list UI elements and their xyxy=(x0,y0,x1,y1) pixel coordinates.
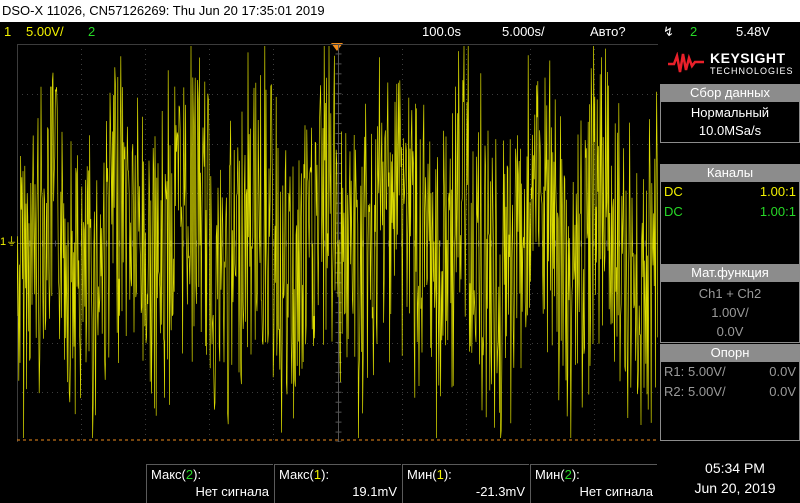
measurement-label: Макс(2): xyxy=(151,467,202,482)
channel-1-row[interactable]: DC 1.00:1 xyxy=(664,184,798,199)
ch2-probe-ratio: 1.00:1 xyxy=(759,204,796,219)
ch1-waveform-trace xyxy=(17,45,658,439)
channel-2-row[interactable]: DC 1.00:1 xyxy=(664,204,798,219)
waveform-graticule xyxy=(17,44,658,442)
trigger-level[interactable]: 5.48V xyxy=(736,24,770,39)
measurement-label: Макс(1): xyxy=(279,467,330,482)
ch1-scale[interactable]: 5.00V/ xyxy=(26,24,64,39)
math-offset: 0.0V xyxy=(716,324,744,339)
ch2-coupling: DC xyxy=(664,204,683,219)
channels-panel: DC 1.00:1 DC 1.00:1 xyxy=(660,182,800,265)
measurement-min-ch2[interactable]: Мин(2): Нет сигнала xyxy=(530,464,657,503)
ref-r1-row[interactable]: R1: 5.00V/ 0.0V xyxy=(664,364,798,379)
trigger-mode[interactable]: Авто? xyxy=(590,24,626,39)
side-panel: KEYSIGHT TECHNOLOGIES Сбор данных Нормал… xyxy=(660,44,800,442)
measurement-value: Нет сигнала xyxy=(579,484,653,499)
ch1-coupling: DC xyxy=(664,184,683,199)
keysight-wave-icon xyxy=(668,52,704,73)
acquisition-panel: Нормальный 10.0MSa/s xyxy=(660,102,800,143)
ch1-ground-marker[interactable]: 1⏚ xyxy=(0,236,18,248)
trigger-source[interactable]: 2 xyxy=(690,24,698,39)
math-scale: 1.00V/ xyxy=(711,305,749,320)
logo-subtitle: TECHNOLOGIES xyxy=(710,66,794,76)
window-title: DSO-X 11026, CN57126269: Thu Jun 20 17:3… xyxy=(0,0,800,22)
reference-header[interactable]: Опорн xyxy=(660,344,800,362)
measurement-min-ch1[interactable]: Мин(1): -21.3mV xyxy=(402,464,529,503)
timebase-scale[interactable]: 5.000s/ xyxy=(502,24,545,39)
math-header[interactable]: Мат.функция xyxy=(660,264,800,282)
trigger-position-marker[interactable] xyxy=(331,43,343,51)
measurement-value: Нет сигнала xyxy=(195,484,269,499)
clock: 05:34 PM Jun 20, 2019 xyxy=(680,458,790,498)
reference-panel: R1: 5.00V/ 0.0V R2: 5.00V/ 0.0V xyxy=(660,362,800,441)
ref-r2-offset: 0.0V xyxy=(769,384,796,399)
measurement-label: Мин(1): xyxy=(407,467,452,482)
ref-r2-scale: 5.00V/ xyxy=(688,384,726,399)
status-bar: 1 5.00V/ 2 100.0s 5.000s/ Авто? ↯ 2 5.48… xyxy=(0,22,800,42)
ref-r2-name: R2: xyxy=(664,384,685,399)
clock-time: 05:34 PM xyxy=(705,460,765,476)
channels-header[interactable]: Каналы xyxy=(660,164,800,182)
ch2-number[interactable]: 2 xyxy=(88,24,96,39)
logo-brand: KEYSIGHT xyxy=(710,50,786,66)
trigger-edge-icon: ↯ xyxy=(663,24,674,39)
waveform-display[interactable] xyxy=(17,44,658,442)
acquisition-header[interactable]: Сбор данных xyxy=(660,84,800,102)
ref-r1-offset: 0.0V xyxy=(769,364,796,379)
clock-date: Jun 20, 2019 xyxy=(694,480,776,496)
measurement-value: 19.1mV xyxy=(352,484,397,499)
ref-r2-row[interactable]: R2: 5.00V/ 0.0V xyxy=(664,384,798,399)
ch1-probe-ratio: 1.00:1 xyxy=(759,184,796,199)
measurement-bar: Макс(2): Нет сигнала Макс(1): 19.1mV Мин… xyxy=(0,444,800,503)
ref-r1-name: R1: xyxy=(664,364,685,379)
ch1-number[interactable]: 1 xyxy=(4,24,12,39)
measurement-max-ch1[interactable]: Макс(1): 19.1mV xyxy=(274,464,401,503)
measurement-value: -21.3mV xyxy=(475,484,525,499)
timebase-position[interactable]: 100.0s xyxy=(422,24,462,39)
sample-rate: 10.0MSa/s xyxy=(698,123,762,138)
math-expression: Ch1 + Ch2 xyxy=(698,286,762,301)
measurement-label: Мин(2): xyxy=(535,467,580,482)
keysight-logo: KEYSIGHT TECHNOLOGIES xyxy=(660,44,800,84)
measurement-max-ch2[interactable]: Макс(2): Нет сигнала xyxy=(146,464,273,503)
ref-r1-scale: 5.00V/ xyxy=(688,364,726,379)
math-panel: Ch1 + Ch2 1.00V/ 0.0V xyxy=(660,282,800,343)
acquisition-mode: Нормальный xyxy=(690,105,770,120)
